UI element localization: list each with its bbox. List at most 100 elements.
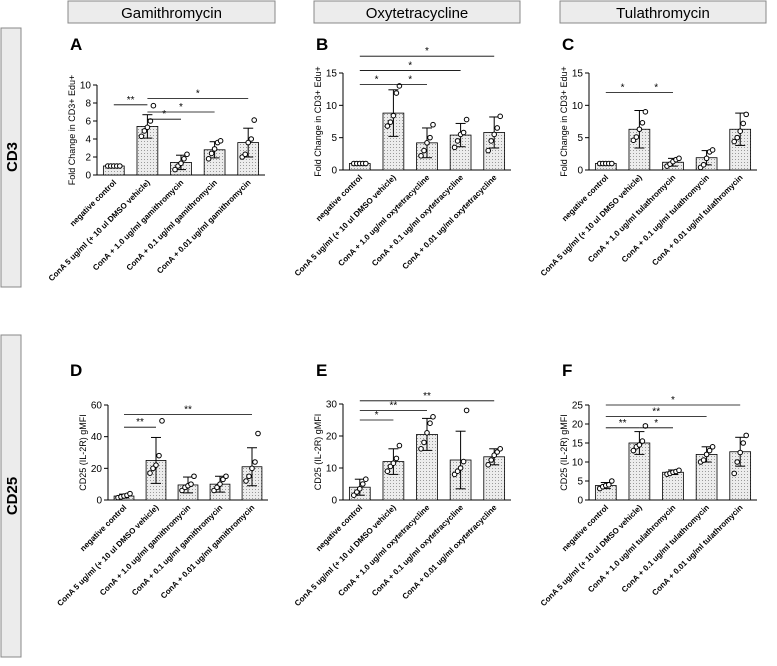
y-tick-label: 5 bbox=[331, 133, 337, 144]
y-axis-label: Fold Change in CD3+ Edu+ bbox=[313, 66, 323, 177]
y-tick-label: 5 bbox=[577, 133, 583, 144]
y-tick-label: 10 bbox=[80, 81, 92, 92]
y-tick-label: 6 bbox=[85, 117, 91, 128]
y-tick-label: 0 bbox=[96, 496, 102, 507]
y-axis-label: CD25 (IL-2R) gMFI bbox=[559, 414, 569, 491]
data-point bbox=[637, 127, 642, 132]
data-point bbox=[252, 118, 257, 123]
data-point bbox=[224, 474, 229, 479]
data-point bbox=[464, 117, 469, 122]
data-point bbox=[704, 156, 709, 161]
data-point bbox=[185, 152, 190, 157]
significance-label: ** bbox=[619, 418, 627, 429]
data-point bbox=[701, 163, 706, 168]
panel-F: F0510152025CD25 (IL-2R) gMFInegative con… bbox=[539, 361, 757, 608]
data-point bbox=[634, 135, 639, 140]
data-point bbox=[118, 164, 123, 169]
panel-C: C051015Fold Change in CD3+ Edu+negative … bbox=[539, 35, 757, 278]
y-tick-label: 0 bbox=[331, 496, 337, 507]
significance-label: * bbox=[621, 82, 625, 93]
data-point bbox=[160, 419, 165, 424]
significance-label: * bbox=[162, 109, 166, 120]
data-point bbox=[151, 103, 156, 108]
data-point bbox=[428, 421, 433, 426]
y-axis-label: CD25 (IL-2R) gMFI bbox=[78, 414, 88, 491]
data-point bbox=[486, 463, 491, 468]
data-point bbox=[464, 408, 469, 413]
significance-label: ** bbox=[136, 417, 144, 428]
y-tick-label: 2 bbox=[85, 153, 91, 164]
y-tick-label: 4 bbox=[85, 135, 91, 146]
y-tick-label: 20 bbox=[572, 420, 584, 431]
data-point bbox=[640, 120, 645, 125]
data-point bbox=[148, 471, 153, 476]
column-header-1: Oxytetracycline bbox=[366, 5, 469, 22]
data-point bbox=[206, 157, 211, 162]
y-tick-label: 8 bbox=[85, 99, 91, 110]
significance-label: * bbox=[375, 410, 379, 421]
significance-label: * bbox=[375, 75, 379, 86]
data-point bbox=[419, 153, 424, 158]
data-point bbox=[249, 137, 254, 142]
data-point bbox=[358, 487, 363, 492]
data-point bbox=[489, 139, 494, 144]
data-point bbox=[677, 156, 682, 161]
significance-label: ** bbox=[184, 405, 192, 416]
y-tick-label: 10 bbox=[572, 458, 584, 469]
data-point bbox=[431, 122, 436, 127]
panel-B: B051015Fold Change in CD3+ Edu+negative … bbox=[293, 35, 511, 278]
significance-label: ** bbox=[127, 95, 135, 106]
data-point bbox=[610, 479, 615, 484]
y-tick-label: 15 bbox=[326, 69, 338, 80]
significance-label: * bbox=[654, 82, 658, 93]
data-point bbox=[732, 471, 737, 476]
significance-label: * bbox=[196, 89, 200, 100]
data-point bbox=[486, 148, 491, 153]
data-point bbox=[247, 474, 252, 479]
data-point bbox=[218, 139, 223, 144]
data-point bbox=[218, 482, 223, 487]
data-point bbox=[455, 139, 460, 144]
data-point bbox=[744, 112, 749, 117]
y-tick-label: 10 bbox=[572, 101, 584, 112]
significance-label: * bbox=[408, 60, 412, 71]
data-point bbox=[735, 460, 740, 465]
data-point bbox=[422, 148, 427, 153]
data-point bbox=[425, 141, 430, 146]
panel-E: E0102030CD25 (IL-2R) gMFInegative contro… bbox=[293, 361, 511, 608]
y-tick-label: 25 bbox=[572, 401, 584, 412]
y-tick-label: 20 bbox=[91, 464, 103, 475]
data-point bbox=[741, 441, 746, 446]
data-point bbox=[364, 161, 369, 166]
data-point bbox=[458, 466, 463, 471]
y-tick-label: 0 bbox=[577, 166, 583, 177]
significance-label: * bbox=[671, 395, 675, 406]
data-point bbox=[428, 135, 433, 140]
y-tick-label: 0 bbox=[331, 166, 337, 177]
significance-label: ** bbox=[423, 391, 431, 402]
data-point bbox=[139, 134, 144, 139]
data-point bbox=[157, 453, 162, 458]
y-tick-label: 10 bbox=[326, 464, 338, 475]
row-header-1: CD25 bbox=[4, 477, 21, 515]
y-tick-label: 0 bbox=[85, 171, 91, 182]
panel-letter: F bbox=[562, 361, 572, 380]
data-point bbox=[735, 135, 740, 140]
data-point bbox=[394, 91, 399, 96]
data-point bbox=[710, 148, 715, 153]
data-point bbox=[391, 113, 396, 118]
data-point bbox=[610, 161, 615, 166]
significance-label: ** bbox=[390, 400, 398, 411]
y-axis-label: Fold Change in CD3+ Edu+ bbox=[559, 66, 569, 177]
data-point bbox=[431, 415, 436, 420]
data-point bbox=[243, 152, 248, 157]
row-header-0: CD3 bbox=[4, 142, 21, 172]
data-point bbox=[701, 458, 706, 463]
data-point bbox=[744, 433, 749, 438]
data-point bbox=[425, 431, 430, 436]
y-tick-label: 30 bbox=[326, 400, 338, 411]
data-point bbox=[419, 447, 424, 452]
y-tick-label: 40 bbox=[91, 432, 103, 443]
data-point bbox=[495, 126, 500, 131]
